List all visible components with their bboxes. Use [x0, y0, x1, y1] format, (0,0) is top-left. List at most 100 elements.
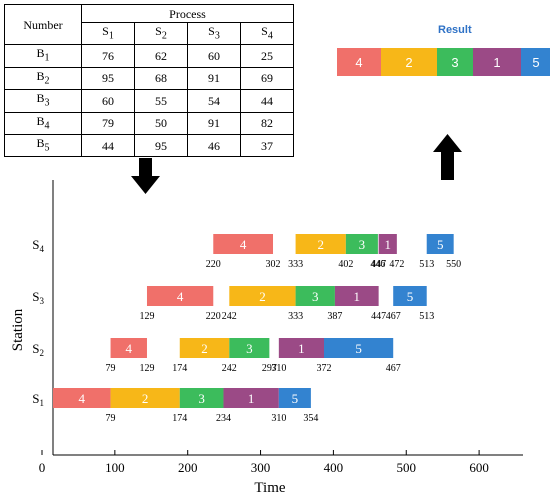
- bar-label: 1: [298, 341, 305, 356]
- station-label: S4: [32, 237, 44, 254]
- x-axis-label: Time: [254, 480, 285, 496]
- time-label: 447: [371, 259, 386, 270]
- time-label: 472: [389, 259, 404, 270]
- x-tick-label: 200: [178, 460, 198, 475]
- bar-label: 3: [246, 341, 253, 356]
- bar-label: 2: [142, 391, 149, 406]
- batch-label: B1: [4, 44, 82, 68]
- station-header-3: S3: [187, 21, 241, 46]
- time-label: 513: [419, 259, 434, 270]
- table-cell: 44: [240, 89, 294, 113]
- bar-label: 2: [201, 341, 208, 356]
- time-label: 174: [172, 363, 187, 374]
- table-header-row: Number Process: [4, 3, 294, 46]
- gantt-bar-job-2: [295, 234, 346, 254]
- time-label: 129: [139, 363, 154, 374]
- time-label: 79: [106, 413, 116, 424]
- result-segment-job-1: 1: [473, 48, 521, 76]
- time-label: 446: [370, 259, 385, 270]
- time-label: 242: [222, 363, 237, 374]
- time-label: 302: [266, 259, 281, 270]
- x-tick-label: 400: [324, 460, 344, 475]
- gantt-bar-job-4: [213, 234, 274, 254]
- x-tick-label: 100: [105, 460, 125, 475]
- gantt-bar-job-1: [334, 286, 379, 306]
- table-row: B2 95 68 91 69: [4, 66, 294, 91]
- gantt-bar-job-3: [179, 388, 224, 408]
- time-label: 220: [206, 311, 221, 322]
- result-segment-job-3: 3: [437, 48, 473, 76]
- gantt-bar-job-1: [278, 338, 325, 358]
- table-row: B5 44 95 46 37: [4, 133, 294, 158]
- y-axis-label: Station: [10, 308, 26, 351]
- x-tick-label: 600: [469, 460, 489, 475]
- table-cell: 79: [81, 111, 135, 135]
- bar-label: 4: [177, 289, 184, 304]
- gantt-bar-job-4: [53, 388, 111, 408]
- result-segment-job-4: 4: [337, 48, 381, 76]
- time-label: 234: [216, 413, 231, 424]
- bar-label: 5: [437, 237, 444, 252]
- x-tick-label: 500: [397, 460, 417, 475]
- gantt-bar-job-5: [278, 388, 311, 408]
- time-label: 387: [327, 311, 342, 322]
- table-cell: 46: [187, 133, 241, 158]
- result-title: Result: [438, 24, 472, 36]
- time-label: 79: [106, 363, 116, 374]
- time-label: 354: [303, 413, 318, 424]
- time-label: 333: [288, 259, 303, 270]
- gantt-bar-job-2: [110, 388, 180, 408]
- bar-label: 5: [407, 289, 414, 304]
- x-tick-label: 300: [251, 460, 271, 475]
- bar-label: 5: [292, 391, 299, 406]
- time-label: 372: [317, 363, 332, 374]
- time-label: 402: [338, 259, 353, 270]
- bar-label: 3: [359, 237, 366, 252]
- gantt-bar-job-5: [324, 338, 394, 358]
- gantt-bar-job-3: [229, 338, 270, 358]
- bar-label: 4: [240, 237, 247, 252]
- bar-label: 5: [355, 341, 362, 356]
- table-row: B4 79 50 91 82: [4, 111, 294, 135]
- station-label: S1: [32, 391, 44, 408]
- time-label: 550: [446, 259, 461, 270]
- table-cell: 25: [240, 44, 294, 68]
- bar-label: 1: [248, 391, 255, 406]
- bar-label: 1: [354, 289, 361, 304]
- time-label: 242: [222, 311, 237, 322]
- station-label: S3: [32, 289, 44, 306]
- gantt-bar-job-4: [146, 286, 214, 306]
- time-label: 310: [271, 413, 286, 424]
- time-label: 513: [419, 311, 434, 322]
- table-cell: 37: [240, 133, 294, 158]
- up-arrow: [433, 134, 462, 180]
- gantt-bar-job-3: [295, 286, 335, 306]
- down-arrow: [131, 158, 160, 194]
- gantt-bar-job-1: [378, 234, 397, 254]
- batch-label: B4: [4, 111, 82, 135]
- table-cell: 44: [81, 133, 135, 158]
- gantt-bar-job-5: [393, 286, 427, 306]
- bar-label: 3: [198, 391, 205, 406]
- time-label: 310: [271, 363, 286, 374]
- gantt-bar-job-5: [426, 234, 454, 254]
- time-label: 467: [386, 311, 401, 322]
- time-label: 333: [288, 311, 303, 322]
- bar-label: 1: [384, 237, 391, 252]
- x-tick-label: 0: [39, 460, 46, 475]
- gantt-bar-job-2: [179, 338, 230, 358]
- station-header-4: S4: [240, 21, 294, 46]
- time-label: 129: [139, 311, 154, 322]
- station-label: S2: [32, 341, 44, 358]
- table-cell: 68: [134, 66, 188, 91]
- time-label: 220: [206, 259, 221, 270]
- table-row: B1 76 62 60 25: [4, 44, 294, 68]
- time-label: 447: [371, 311, 386, 322]
- gantt-bar-job-2: [229, 286, 296, 306]
- bar-label: 3: [312, 289, 319, 304]
- gantt-bar-job-4: [110, 338, 147, 358]
- batch-label: B3: [4, 89, 82, 113]
- process-table: Number Process S1 S2 S3 S4 B1 76 62 60 25 B2 95 68…: [4, 3, 294, 158]
